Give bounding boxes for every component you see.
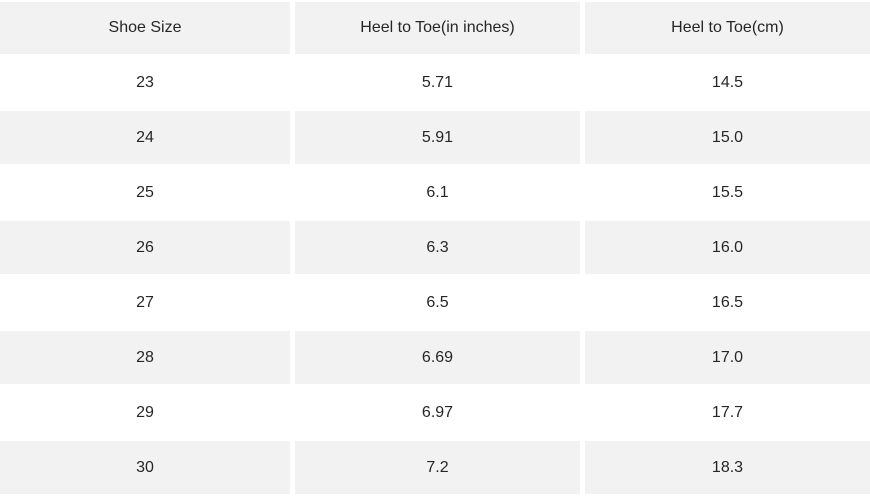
cell-cm: 18.3 [580,439,870,494]
cell-cm: 15.0 [580,109,870,164]
cell-inches: 6.5 [290,274,580,329]
cell-cm: 16.5 [580,274,870,329]
cell-inches: 6.69 [290,329,580,384]
cell-inches: 6.1 [290,164,580,219]
cell-shoe-size: 24 [0,109,290,164]
cell-shoe-size: 23 [0,54,290,109]
cell-cm: 16.0 [580,219,870,274]
table-row: 26 6.3 16.0 [0,219,870,274]
header-shoe-size: Shoe Size [0,0,290,54]
cell-shoe-size: 25 [0,164,290,219]
table-row: 27 6.5 16.5 [0,274,870,329]
cell-inches: 7.2 [290,439,580,494]
header-row: Shoe Size Heel to Toe(in inches) Heel to… [0,0,870,54]
header-heel-to-toe-inches: Heel to Toe(in inches) [290,0,580,54]
table-header: Shoe Size Heel to Toe(in inches) Heel to… [0,0,870,54]
header-heel-to-toe-cm: Heel to Toe(cm) [580,0,870,54]
table-row: 28 6.69 17.0 [0,329,870,384]
table-row: 30 7.2 18.3 [0,439,870,494]
cell-inches: 5.71 [290,54,580,109]
table-row: 29 6.97 17.7 [0,384,870,439]
cell-shoe-size: 26 [0,219,290,274]
cell-inches: 6.97 [290,384,580,439]
cell-inches: 5.91 [290,109,580,164]
table-row: 24 5.91 15.0 [0,109,870,164]
cell-cm: 17.0 [580,329,870,384]
cell-cm: 14.5 [580,54,870,109]
cell-shoe-size: 28 [0,329,290,384]
table-row: 23 5.71 14.5 [0,54,870,109]
cell-cm: 15.5 [580,164,870,219]
cell-cm: 17.7 [580,384,870,439]
table-body: 23 5.71 14.5 24 5.91 15.0 25 6.1 15.5 26… [0,54,870,494]
table-row: 25 6.1 15.5 [0,164,870,219]
cell-shoe-size: 30 [0,439,290,494]
cell-inches: 6.3 [290,219,580,274]
cell-shoe-size: 29 [0,384,290,439]
cell-shoe-size: 27 [0,274,290,329]
